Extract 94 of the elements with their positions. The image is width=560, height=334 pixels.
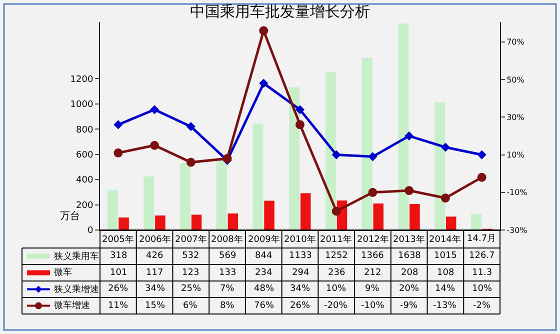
y2-tick-label: 70%: [506, 38, 525, 47]
x-tick-label: 2009年: [248, 234, 280, 245]
data-label: 34%: [290, 284, 310, 294]
chart-title: 中国乘用车批发量增长分析: [190, 2, 370, 20]
data-label: 123: [182, 268, 200, 278]
data-label: 11.3: [472, 268, 492, 278]
data-label: 212: [364, 268, 382, 278]
legend-label: 微车增速: [54, 300, 90, 311]
legend-label: 微车: [54, 267, 72, 278]
data-label: 8%: [220, 301, 235, 311]
x-tick-label: 2013年: [393, 234, 425, 245]
y-tick-label: 0: [87, 226, 94, 236]
data-label: 25%: [181, 284, 202, 294]
data-label: 133: [219, 268, 236, 278]
point: [114, 120, 123, 130]
y-tick-label: 600: [76, 150, 94, 161]
data-label: -10%: [361, 301, 385, 311]
data-label: 318: [110, 251, 128, 261]
data-label: 26%: [108, 284, 128, 294]
y-tick-label: 400: [76, 176, 94, 186]
data-label: 7%: [220, 284, 235, 294]
data-label: 1638: [398, 251, 422, 261]
data-label: 11%: [108, 301, 128, 311]
point: [150, 105, 160, 114]
y-tick-label: 800: [76, 125, 94, 136]
x-tick-label: 2014年: [429, 234, 461, 245]
y2-tick-label: -30%: [506, 226, 528, 235]
data-label: 126.7: [469, 251, 495, 261]
data-label: 1015: [434, 251, 457, 261]
point: [296, 120, 304, 130]
x-tick-label: 14.7月: [467, 234, 496, 244]
data-label: 117: [146, 268, 164, 278]
x-tick-label: 2006年: [139, 234, 171, 245]
data-label: 569: [219, 251, 236, 261]
y-tick-label: 200: [76, 200, 94, 211]
data-label: -20%: [324, 301, 348, 311]
y2-tick-label: 30%: [506, 112, 525, 122]
point: [295, 105, 305, 114]
data-label: 294: [292, 268, 310, 278]
data-label: 6%: [183, 301, 198, 311]
data-label: 10%: [326, 284, 346, 294]
point: [368, 188, 378, 197]
legend-label: 狭义乘增速: [54, 284, 99, 295]
point: [114, 148, 123, 158]
data-label: -9%: [400, 301, 418, 311]
y-tick-label: 1000: [70, 100, 94, 110]
x-tick-label: 2012年: [357, 234, 389, 245]
y2-tick-label: -10%: [506, 188, 528, 198]
data-label: -13%: [433, 301, 457, 311]
x-tick-label: 2007年: [175, 234, 207, 245]
point: [404, 131, 414, 141]
data-label: -2%: [473, 301, 491, 311]
point: [332, 150, 341, 160]
data-label: 10%: [472, 284, 492, 294]
data-label: 108: [437, 268, 454, 278]
point: [440, 194, 450, 203]
x-tick-label: 2010年: [284, 234, 316, 245]
point: [477, 172, 486, 182]
data-label: 208: [401, 268, 418, 278]
data-label: 1252: [325, 251, 348, 261]
data-label: 14%: [435, 284, 456, 294]
point: [259, 78, 268, 88]
data-label: 532: [182, 251, 200, 261]
point: [186, 122, 196, 132]
y2-tick-label: 10%: [506, 150, 525, 160]
data-label: 15%: [145, 301, 166, 311]
data-label: 76%: [254, 301, 274, 311]
x-tick-label: 2008年: [211, 234, 243, 245]
data-label: 234: [255, 268, 272, 278]
point: [259, 26, 268, 36]
data-label: 1133: [289, 251, 312, 261]
data-label: 426: [146, 251, 164, 261]
point: [440, 142, 450, 152]
data-label: 236: [328, 268, 346, 278]
y2-tick-label: 50%: [506, 75, 525, 84]
data-label: 34%: [145, 284, 166, 294]
x-tick-label: 2011年: [320, 234, 352, 245]
data-label: 26%: [290, 301, 310, 311]
y-tick-label: 1200: [70, 74, 94, 85]
point: [186, 158, 196, 167]
point: [477, 150, 486, 160]
data-label: 48%: [254, 284, 274, 294]
data-label: 9%: [365, 284, 380, 294]
y-axis-title: 万台: [60, 210, 80, 222]
x-tick-label: 2005年: [102, 234, 134, 245]
data-label: 20%: [399, 284, 420, 294]
point: [404, 186, 414, 196]
point: [332, 206, 341, 216]
data-label: 101: [110, 268, 128, 278]
data-label: 844: [255, 251, 272, 261]
point: [368, 152, 378, 162]
data-label: 1366: [361, 251, 384, 261]
legend-label: 狭义乘用车: [54, 251, 99, 262]
point: [150, 140, 160, 150]
